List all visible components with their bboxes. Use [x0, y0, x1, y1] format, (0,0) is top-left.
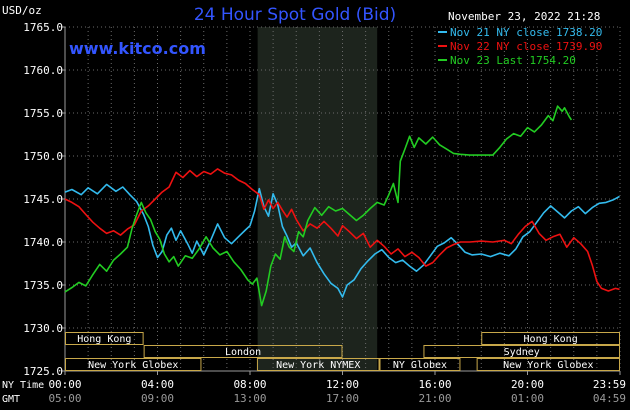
x-tick-label-ny: 16:00: [418, 378, 451, 391]
x-tick-label-gmt: 01:00: [511, 392, 544, 405]
ny-time-label: NY Time: [2, 380, 44, 391]
session-label: New York Globex: [503, 360, 593, 371]
x-tick-label-ny: 23:59: [593, 378, 626, 391]
legend: Nov 21 NY close 1738.20 Nov 22 NY close …: [438, 26, 602, 67]
x-tick-label-ny: 08:00: [233, 378, 266, 391]
session-bar: [481, 332, 620, 345]
session-bar: [423, 345, 620, 358]
unit-label: USD/oz: [2, 4, 42, 17]
session-bar: [65, 332, 144, 345]
trading-session-bars: Hong Kong Hong Kong London Sydney New York G…: [65, 332, 620, 371]
x-tick-label-ny: 04:00: [141, 378, 174, 391]
y-tick-label: 1755.0: [23, 107, 63, 120]
session-label: London: [225, 347, 261, 358]
legend-nov22: Nov 22 NY close 1739.90: [450, 40, 602, 53]
x-tick-label-gmt: 04:59: [593, 392, 626, 405]
session-label: NY Globex: [393, 360, 447, 371]
x-tick-label-gmt: 21:00: [418, 392, 451, 405]
session-label: New York Globex: [88, 360, 178, 371]
y-axis-ticks: 1725.0 1730.0 1735.0 1740.0 1745.0 1750.0 1755…: [23, 21, 65, 378]
y-tick-label: 1765.0: [23, 21, 63, 34]
session-bar: [65, 358, 202, 371]
y-tick-label: 1740.0: [23, 236, 63, 249]
x-tick-label-gmt: 05:00: [48, 392, 81, 405]
watermark: www.kitco.com: [69, 39, 206, 58]
session-bar: [476, 358, 620, 371]
session-bar: [256, 358, 380, 371]
legend-nov21: Nov 21 NY close 1738.20: [450, 26, 602, 39]
y-tick-label: 1735.0: [23, 279, 63, 292]
x-tick-label-gmt: 13:00: [233, 392, 266, 405]
session-label: Hong Kong: [77, 334, 131, 345]
series-line-1: [64, 168, 620, 292]
series-line-2: [64, 105, 573, 307]
session-label: New York NYMEX: [276, 360, 360, 371]
legend-nov23: Nov 23 Last 1754.20: [450, 54, 576, 67]
gmt-label: GMT: [2, 394, 20, 405]
session-label: Hong Kong: [524, 334, 578, 345]
session-bar: [379, 358, 461, 371]
timestamp: November 23, 2022 21:28: [448, 10, 600, 23]
x-tick-label-ny: 12:00: [326, 378, 359, 391]
x-tick-label-gmt: 09:00: [141, 392, 174, 405]
y-tick-label: 1745.0: [23, 193, 63, 206]
x-tick-label-gmt: 17:00: [326, 392, 359, 405]
y-tick-label: 1730.0: [23, 322, 63, 335]
y-tick-label: 1725.0: [23, 365, 63, 378]
x-tick-label-ny: 20:00: [511, 378, 544, 391]
session-bar: [143, 345, 343, 358]
session-label: Sydney: [504, 347, 540, 358]
y-tick-label: 1760.0: [23, 64, 63, 77]
y-tick-label: 1750.0: [23, 150, 63, 163]
price-series-lines: [64, 105, 620, 307]
x-tick-label-ny: 00:00: [48, 378, 81, 391]
chart-title: 24 Hour Spot Gold (Bid): [194, 5, 396, 25]
